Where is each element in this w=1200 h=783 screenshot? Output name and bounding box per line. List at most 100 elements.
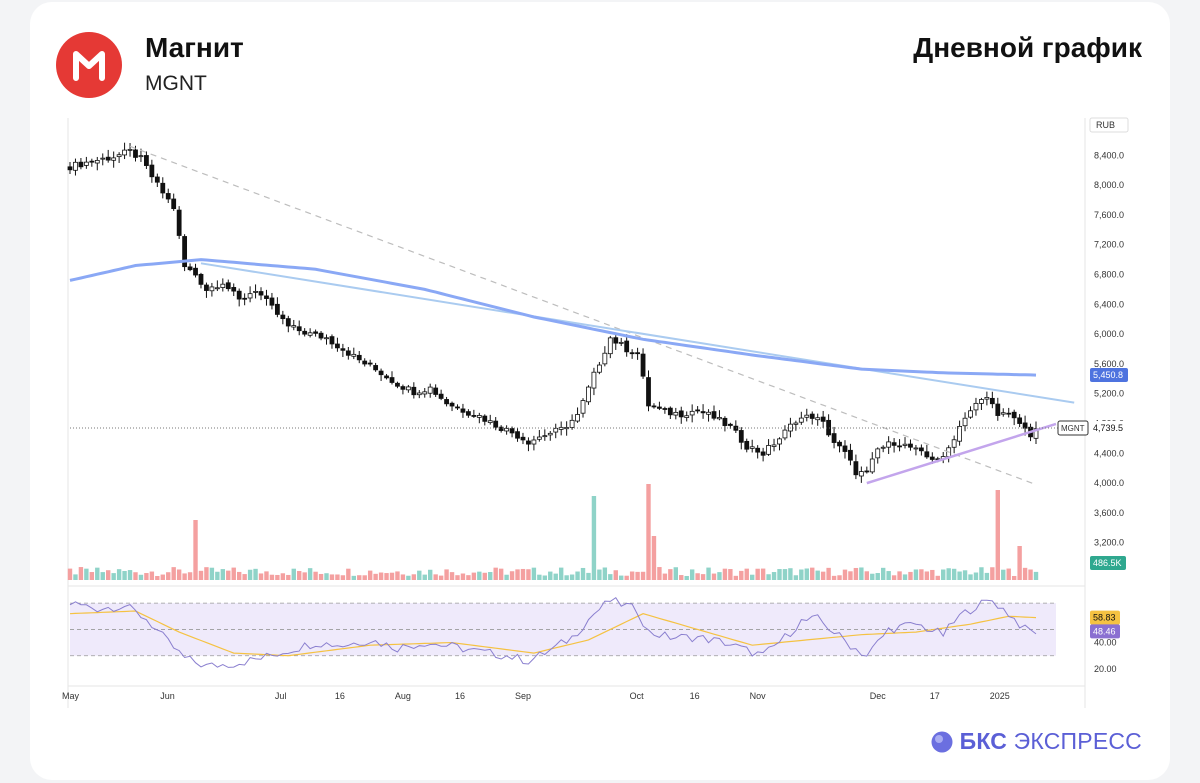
volume-bar (100, 572, 105, 580)
candle-body (700, 411, 706, 414)
candle-body (149, 164, 155, 178)
volume-bar (722, 568, 728, 580)
volume-bar (946, 568, 951, 580)
volume-bar (526, 569, 531, 580)
volume-bar (750, 574, 755, 580)
volume-bar (919, 569, 924, 580)
volume-bar (187, 572, 193, 580)
candle-body (613, 337, 619, 344)
volume-bar (1001, 569, 1006, 580)
candle-body (651, 405, 657, 408)
candle-body (171, 198, 177, 210)
volume-bar (155, 575, 160, 580)
volume-bar (395, 571, 400, 580)
volume-bar (793, 575, 799, 580)
candle-body (209, 286, 215, 292)
volume-bar (913, 569, 919, 580)
volume-bar (498, 568, 504, 580)
candle-body (389, 377, 395, 383)
ma-value-tag: 5,450.8 (1093, 370, 1123, 380)
rsi-tick-label: 40.00 (1094, 638, 1117, 648)
rsi-signal-tag: 58.83 (1093, 613, 1116, 623)
volume-bar (706, 567, 711, 580)
volume-bar (84, 568, 89, 580)
volume-bar (886, 571, 891, 580)
volume-bar (580, 567, 586, 580)
candle-body (924, 451, 930, 458)
candle-body (897, 445, 902, 448)
volume-bar (880, 567, 886, 580)
volume-bar (848, 571, 853, 580)
downtrend-dashed-line (129, 145, 1037, 486)
rsi-signal-tag-bg (1090, 610, 1120, 625)
candle-body (815, 417, 821, 421)
volume-bar (171, 567, 176, 580)
volume-bar (417, 570, 422, 580)
candle-body (886, 441, 892, 448)
candle-body (302, 330, 308, 335)
volume-bar (629, 571, 635, 580)
volume-bar (984, 572, 990, 580)
support-trendline (866, 422, 1057, 485)
volume-bar (493, 567, 498, 580)
candle-body (749, 446, 755, 449)
volume-bar (700, 574, 706, 580)
candle-body (351, 353, 357, 357)
candle-body (1000, 412, 1006, 415)
candle-body (176, 209, 182, 236)
candle-body (962, 417, 968, 427)
candle-body (313, 331, 318, 334)
volume-bar (711, 573, 717, 580)
candle-body (820, 416, 826, 422)
x-tick-label: Sep (515, 691, 531, 701)
candle-body (733, 425, 739, 431)
volume-bar (820, 571, 826, 580)
volume-bar (597, 569, 602, 580)
candle-body (504, 428, 510, 432)
candle-body (444, 399, 449, 405)
candle-body (416, 392, 422, 396)
candle-body (951, 439, 957, 448)
volume-bar (324, 573, 329, 580)
candle-body (858, 471, 864, 477)
bks-express-brand: БКС ЭКСПРЕСС (930, 728, 1142, 755)
volume-bar (313, 571, 318, 580)
candle-body (367, 362, 373, 365)
volume-bar (902, 574, 908, 580)
volume-bar (624, 575, 629, 580)
candle-body (384, 375, 389, 379)
volume-bar (760, 568, 766, 580)
candle-body (264, 295, 269, 299)
volume-bar (842, 569, 848, 580)
y-tick-label: 5,600.0 (1094, 359, 1124, 369)
volume-bar (646, 484, 651, 580)
candle-body (83, 161, 89, 166)
volume-bar (728, 569, 733, 580)
volume-bar (438, 575, 444, 580)
candle-body (67, 166, 73, 171)
volume-bar (548, 571, 553, 580)
volume-bar (78, 567, 84, 580)
volume-bar (144, 573, 149, 580)
candle-body (837, 441, 842, 447)
volume-bar (373, 573, 378, 580)
volume-bar (777, 569, 782, 580)
volume-bar (542, 575, 548, 580)
candle-body (324, 337, 329, 340)
volume-bar (979, 567, 984, 580)
bks-sphere-icon (931, 731, 953, 752)
candle-body (111, 157, 117, 161)
volume-bar (411, 574, 417, 580)
candle-body (122, 149, 127, 156)
volume-bar (657, 567, 662, 580)
volume-bar (804, 568, 809, 580)
candle-body (509, 428, 515, 434)
volume-bar (875, 573, 880, 580)
volume-bar (558, 567, 564, 580)
candle-body (411, 386, 417, 396)
volume-bar (1028, 569, 1033, 580)
volume-bar (236, 571, 242, 580)
candle-body (160, 182, 166, 194)
volume-bar (106, 570, 111, 580)
candle-body (466, 411, 471, 416)
